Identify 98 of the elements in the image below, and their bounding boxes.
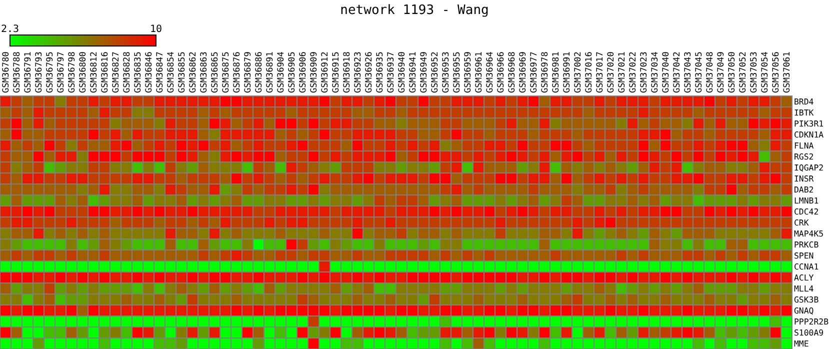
y-tick-label: INSR <box>794 174 814 184</box>
x-tick-label: GSM36791 <box>24 52 34 93</box>
y-tick-label: PPP2R2B <box>794 316 829 326</box>
x-tick-label: GSM36935 <box>376 52 386 93</box>
x-tick-label: GSM36981 <box>552 52 562 93</box>
x-tick-label: GSM36966 <box>496 52 506 93</box>
x-tick-label: GSM37050 <box>728 52 738 93</box>
y-tick-label: CCNA1 <box>794 262 819 272</box>
x-tick-label: GSM37049 <box>716 52 726 93</box>
y-tick-label: CRK <box>794 218 809 228</box>
y-tick-label: DAB2 <box>794 184 814 194</box>
x-tick-label: GSM37040 <box>662 52 672 93</box>
x-tick-label: GSM36800 <box>78 52 88 93</box>
x-tick-label: GSM36953 <box>442 52 452 93</box>
x-tick-label: GSM37022 <box>628 52 638 93</box>
y-tick-label: LMNB1 <box>794 196 819 206</box>
x-tick-label: GSM36937 <box>386 52 396 93</box>
x-tick-label: GSM36955 <box>452 52 462 93</box>
y-tick-label: GNAQ <box>794 306 814 316</box>
x-tick-label: GSM36780 <box>2 52 12 93</box>
x-tick-label: GSM36959 <box>464 52 474 93</box>
x-tick-label: GSM37023 <box>640 52 650 93</box>
y-tick-label: CDC42 <box>794 206 819 216</box>
x-tick-label: GSM36961 <box>474 52 484 93</box>
y-tick-label: MAP4K5 <box>794 228 824 238</box>
x-tick-label: GSM36968 <box>508 52 518 93</box>
x-tick-label: GSM36941 <box>408 52 418 93</box>
y-tick-label: MME <box>794 338 809 348</box>
x-tick-label: GSM37052 <box>738 52 748 93</box>
x-tick-label: GSM36940 <box>398 52 408 93</box>
x-tick-label: GSM36795 <box>46 52 56 93</box>
x-tick-label: GSM36812 <box>90 52 100 93</box>
y-tick-label: IBTK <box>794 108 814 118</box>
x-tick-label: GSM37002 <box>574 52 584 93</box>
x-tick-label: GSM37053 <box>750 52 760 93</box>
x-tick-label: GSM36875 <box>222 52 232 93</box>
x-tick-label: GSM36788 <box>12 52 22 93</box>
x-tick-label: GSM36862 <box>188 52 198 93</box>
x-tick-label: GSM36798 <box>68 52 78 93</box>
x-tick-label: GSM36879 <box>244 52 254 93</box>
x-tick-label: GSM36854 <box>166 52 176 93</box>
x-tick-label: GSM37056 <box>772 52 782 93</box>
x-tick-label: GSM36828 <box>122 52 132 93</box>
x-tick-label: GSM37016 <box>584 52 594 93</box>
x-tick-label: GSM36827 <box>112 52 122 93</box>
x-tick-label: GSM36923 <box>354 52 364 93</box>
x-tick-label: GSM37054 <box>760 52 770 93</box>
x-tick-label: GSM36876 <box>232 52 242 93</box>
x-tick-label: GSM37048 <box>706 52 716 93</box>
x-tick-label: GSM36816 <box>100 52 110 93</box>
x-tick-label: GSM36949 <box>420 52 430 93</box>
x-tick-label: GSM36865 <box>210 52 220 93</box>
x-tick-label: GSM37061 <box>782 52 792 93</box>
x-tick-label: GSM36863 <box>200 52 210 93</box>
x-tick-label: GSM36977 <box>530 52 540 93</box>
x-tick-label: GSM37042 <box>672 52 682 93</box>
color-bar-label: 2.3 <box>0 24 20 35</box>
x-tick-label: GSM37017 <box>596 52 606 93</box>
y-tick-label: PIK3R1 <box>794 118 824 128</box>
x-tick-label: GSM37020 <box>606 52 616 93</box>
x-tick-label: GSM37021 <box>618 52 628 93</box>
y-tick-label: SPEN <box>794 250 814 260</box>
x-tick-label: GSM36905 <box>288 52 298 93</box>
x-tick-label: GSM36991 <box>562 52 572 93</box>
y-tick-label: RGS2 <box>794 152 814 162</box>
x-tick-label: GSM36978 <box>540 52 550 93</box>
y-tick-label: CDKN1A <box>794 130 824 140</box>
x-tick-label: GSM36952 <box>430 52 440 93</box>
x-tick-label: GSM37043 <box>684 52 694 93</box>
x-tick-label: GSM36846 <box>144 52 154 93</box>
x-tick-label: GSM36915 <box>332 52 342 93</box>
x-tick-label: GSM37034 <box>650 52 660 93</box>
x-tick-label: GSM36847 <box>156 52 166 93</box>
x-tick-label: GSM36793 <box>34 52 44 93</box>
y-tick-label: PRKCB <box>794 240 819 250</box>
x-tick-label: GSM36969 <box>518 52 528 93</box>
x-tick-label: GSM36909 <box>310 52 320 93</box>
x-tick-label: GSM36891 <box>266 52 276 93</box>
chart-title: network 1193 - Wang <box>340 3 489 18</box>
x-tick-label: GSM36912 <box>320 52 330 93</box>
color-bar-label: 10 <box>150 24 162 35</box>
x-tick-label: GSM36904 <box>276 52 286 93</box>
y-tick-label: GSK3B <box>794 294 819 304</box>
y-tick-label: IQGAP2 <box>794 162 824 172</box>
x-tick-label: GSM36886 <box>254 52 264 93</box>
x-tick-label: GSM36926 <box>364 52 374 93</box>
x-tick-label: GSM36797 <box>56 52 66 93</box>
x-tick-label: GSM36918 <box>342 52 352 93</box>
y-tick-label: FLNA <box>794 140 814 150</box>
x-tick-label: GSM36964 <box>486 52 496 93</box>
y-tick-label: BRD4 <box>794 96 814 106</box>
y-tick-label: S100A9 <box>794 328 824 338</box>
x-tick-label: GSM36855 <box>178 52 188 93</box>
x-tick-label: GSM36906 <box>298 52 308 93</box>
x-tick-label: GSM36835 <box>134 52 144 93</box>
y-tick-label: ACLY <box>794 272 814 282</box>
y-tick-label: MLL4 <box>794 284 814 294</box>
x-tick-label: GSM37045 <box>694 52 704 93</box>
